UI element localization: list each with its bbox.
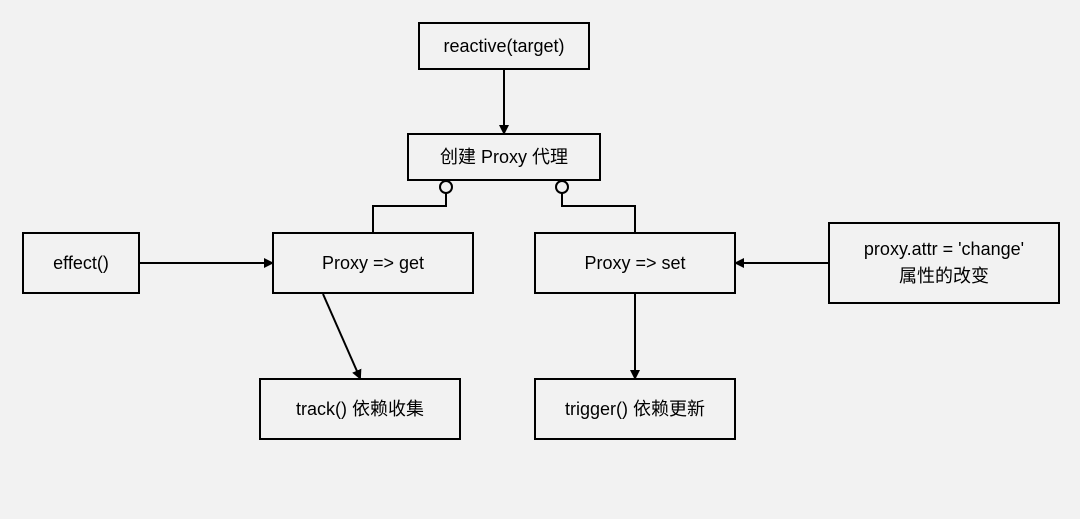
- node-trigger: trigger() 依赖更新: [534, 378, 736, 440]
- node-label: proxy.attr = 'change' 属性的改变: [864, 236, 1024, 290]
- node-reactive: reactive(target): [418, 22, 590, 70]
- edge-createProxy-proxyGet: [373, 181, 446, 232]
- node-proxyAttr: proxy.attr = 'change' 属性的改变: [828, 222, 1060, 304]
- edge-startcap-1: [440, 181, 452, 193]
- node-label: trigger() 依赖更新: [565, 396, 705, 423]
- node-track: track() 依赖收集: [259, 378, 461, 440]
- node-proxySet: Proxy => set: [534, 232, 736, 294]
- node-proxyGet: Proxy => get: [272, 232, 474, 294]
- node-label: effect(): [53, 250, 109, 277]
- node-effect: effect(): [22, 232, 140, 294]
- edge-createProxy-proxySet: [562, 181, 635, 232]
- node-label: Proxy => get: [322, 250, 424, 277]
- node-label: track() 依赖收集: [296, 396, 424, 423]
- edge-proxyGet-track: [323, 294, 360, 378]
- node-label: Proxy => set: [584, 250, 685, 277]
- node-createProxy: 创建 Proxy 代理: [407, 133, 601, 181]
- node-label: 创建 Proxy 代理: [440, 144, 568, 171]
- edge-startcap-2: [556, 181, 568, 193]
- node-label: reactive(target): [443, 33, 564, 60]
